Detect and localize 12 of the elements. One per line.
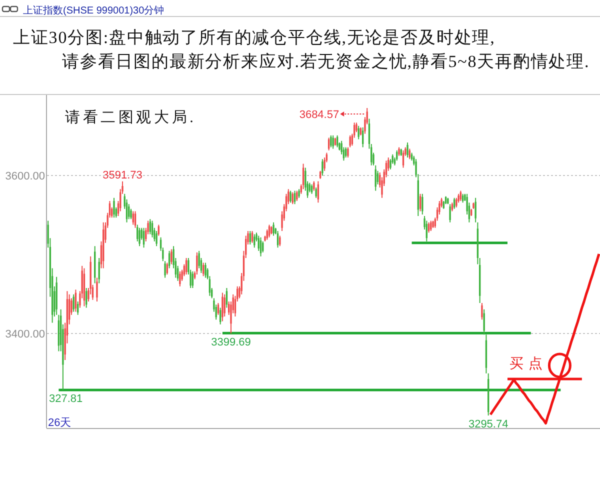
annotation: 3399.69 (211, 336, 251, 348)
annotation: 26天 (48, 417, 72, 429)
chart-title: 上证指数(SHSE 999001)30分钟 (23, 4, 164, 16)
annotation: 327.81 (49, 393, 83, 406)
annotation: 买点 (509, 356, 548, 372)
y-tick-label: 3600.00 (5, 170, 45, 182)
chart-subtitle: 上证30分图:盘中触动了所有的减仓平仓线,无论是否及时处理, 请参看日图的最新分析来应对.若无资金之忧,静看5~8天再酌情处理. (13, 28, 590, 71)
y-tick-label: 3400.00 (5, 328, 45, 340)
annotation: 请看二图观大局. (65, 109, 196, 126)
annotation: 3295.74 (468, 418, 508, 431)
annotation: 3684.57 (299, 108, 340, 121)
annotation: 3591.73 (102, 169, 142, 182)
